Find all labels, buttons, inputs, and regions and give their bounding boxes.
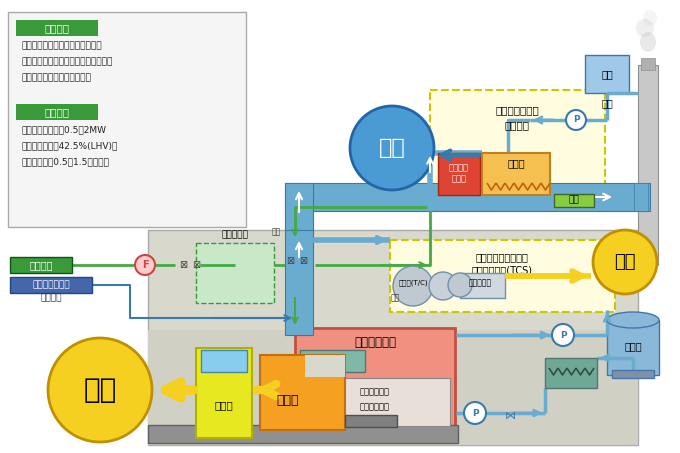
Bar [300, 378, 450, 426]
Ellipse shape [607, 312, 659, 328]
Text: 排気: 排気 [390, 294, 400, 303]
Bar [305, 355, 345, 377]
Ellipse shape [640, 32, 656, 52]
Circle shape [593, 230, 657, 294]
Text: 開発要素: 開発要素 [44, 23, 69, 33]
Text: １．高効率・高出力ガスエンジン: １．高効率・高出力ガスエンジン [22, 42, 103, 50]
Text: システム: システム [505, 120, 530, 130]
Text: 排気再燃: 排気再燃 [449, 164, 469, 173]
Text: 高圧盤: 高圧盤 [215, 400, 233, 410]
Bar [295, 328, 455, 433]
Bar [345, 415, 397, 427]
Text: 電力: 電力 [84, 376, 117, 404]
Circle shape [135, 255, 155, 275]
Circle shape [566, 110, 586, 130]
Bar [607, 320, 659, 375]
Circle shape [350, 106, 434, 190]
Bar [285, 230, 313, 335]
Bar [285, 183, 313, 233]
Bar [460, 273, 505, 298]
Bar [438, 153, 480, 195]
Bar [634, 183, 648, 211]
Bar [554, 194, 594, 207]
Text: ⊠: ⊠ [192, 260, 200, 270]
Text: 潤滑油冷却器: 潤滑油冷却器 [360, 387, 390, 396]
Bar [641, 58, 655, 70]
Text: ３．熱電比：0.5〜1.5独立可変: ３．熱電比：0.5〜1.5独立可変 [22, 158, 110, 167]
Text: 回収システム(TCS): 回収システム(TCS) [471, 265, 532, 275]
Text: P: P [573, 116, 579, 125]
Text: ３．排気再燃ボイラシステム: ３．排気再燃ボイラシステム [22, 73, 92, 82]
Ellipse shape [643, 10, 657, 26]
Ellipse shape [636, 19, 654, 37]
Bar [201, 350, 247, 372]
Text: P: P [472, 409, 478, 418]
Bar [612, 370, 654, 378]
Bar [16, 104, 98, 120]
Text: F: F [141, 260, 148, 270]
Text: ガス圧縮機: ガス圧縮機 [222, 231, 248, 240]
Text: ⊠: ⊠ [179, 260, 187, 270]
Bar [148, 230, 638, 445]
Text: バーナ: バーナ [452, 174, 466, 183]
Text: 目標性能: 目標性能 [44, 107, 69, 117]
Text: 排気: 排気 [272, 227, 281, 236]
Text: １．出力レンジ：0.5〜2MW: １．出力レンジ：0.5〜2MW [22, 125, 107, 135]
Text: ⊠: ⊠ [286, 256, 294, 266]
Circle shape [464, 402, 486, 424]
Bar [8, 12, 246, 227]
Text: ガスエンジン: ガスエンジン [354, 336, 396, 348]
Bar [196, 243, 274, 303]
Text: 冷却塔: 冷却塔 [624, 341, 642, 351]
Bar [260, 355, 345, 430]
Circle shape [429, 272, 457, 300]
Text: ガス: ガス [568, 196, 579, 204]
Circle shape [448, 273, 472, 297]
Text: バイロット燃料: バイロット燃料 [32, 280, 70, 289]
Text: P: P [560, 331, 566, 339]
Bar [285, 183, 650, 211]
Text: 給気冷却器: 給気冷却器 [320, 357, 343, 366]
Bar [10, 257, 72, 273]
Bar [585, 55, 629, 93]
Text: 電力: 電力 [614, 253, 636, 271]
Bar [148, 425, 458, 443]
Circle shape [393, 266, 433, 306]
Bar [300, 350, 365, 372]
Text: 復水: 復水 [601, 69, 613, 79]
Bar [16, 20, 98, 36]
Bar [10, 277, 92, 293]
Circle shape [552, 324, 574, 346]
Text: 燃料ガス: 燃料ガス [29, 260, 53, 270]
Bar [430, 90, 605, 185]
Text: （軽油）: （軽油） [40, 294, 62, 303]
Bar [148, 330, 638, 445]
Text: 給水: 給水 [601, 98, 613, 108]
Text: 蒸気: 蒸気 [379, 138, 405, 158]
Text: ボイラ: ボイラ [507, 158, 525, 168]
Text: ジャケット水: ジャケット水 [360, 403, 390, 411]
Text: ⊠: ⊠ [299, 256, 307, 266]
Text: 排気再燃ボイラ: 排気再燃ボイラ [495, 105, 539, 115]
Circle shape [48, 338, 152, 442]
Text: ２．発電効率：42.5%(LHV)、: ２．発電効率：42.5%(LHV)、 [22, 141, 118, 150]
Bar [482, 153, 550, 195]
Text: 発電機: 発電機 [277, 394, 299, 406]
Text: 高速発電機: 高速発電機 [469, 279, 492, 288]
Bar [390, 240, 615, 312]
Bar [638, 65, 658, 265]
Text: ⋈: ⋈ [505, 411, 515, 421]
Text: 過給機(T/C): 過給機(T/C) [398, 280, 428, 286]
Bar [196, 348, 252, 438]
Bar [545, 358, 597, 388]
Text: 排気エネルギー動力: 排気エネルギー動力 [475, 252, 528, 262]
Text: ２．排気エネルギー動力回収システム: ２．排気エネルギー動力回収システム [22, 58, 114, 67]
